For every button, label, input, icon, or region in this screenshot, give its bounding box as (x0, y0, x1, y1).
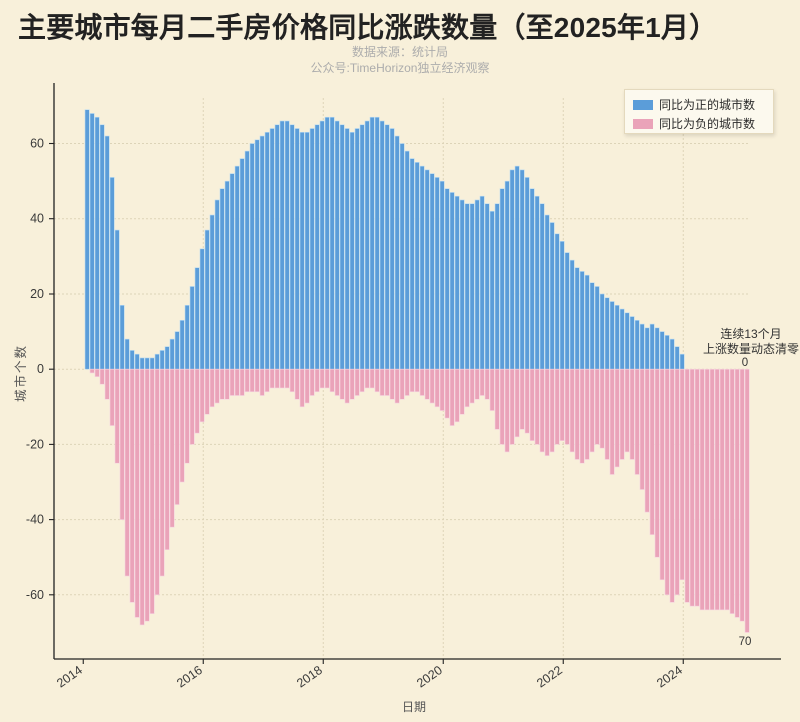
svg-text:60: 60 (30, 137, 44, 151)
svg-text:2016: 2016 (174, 663, 205, 690)
svg-text:70: 70 (739, 636, 752, 648)
svg-text:2020: 2020 (414, 663, 445, 690)
svg-text:2024: 2024 (654, 663, 685, 690)
svg-text:-40: -40 (26, 513, 44, 527)
svg-text:-20: -20 (26, 437, 44, 451)
svg-text:20: 20 (30, 287, 44, 301)
svg-text:0: 0 (742, 357, 748, 369)
svg-text:0: 0 (37, 362, 44, 376)
svg-text:2018: 2018 (294, 663, 325, 690)
svg-text:2022: 2022 (534, 663, 565, 690)
svg-text:-60: -60 (26, 588, 44, 602)
svg-text:2014: 2014 (54, 663, 85, 690)
svg-text:40: 40 (30, 212, 44, 226)
